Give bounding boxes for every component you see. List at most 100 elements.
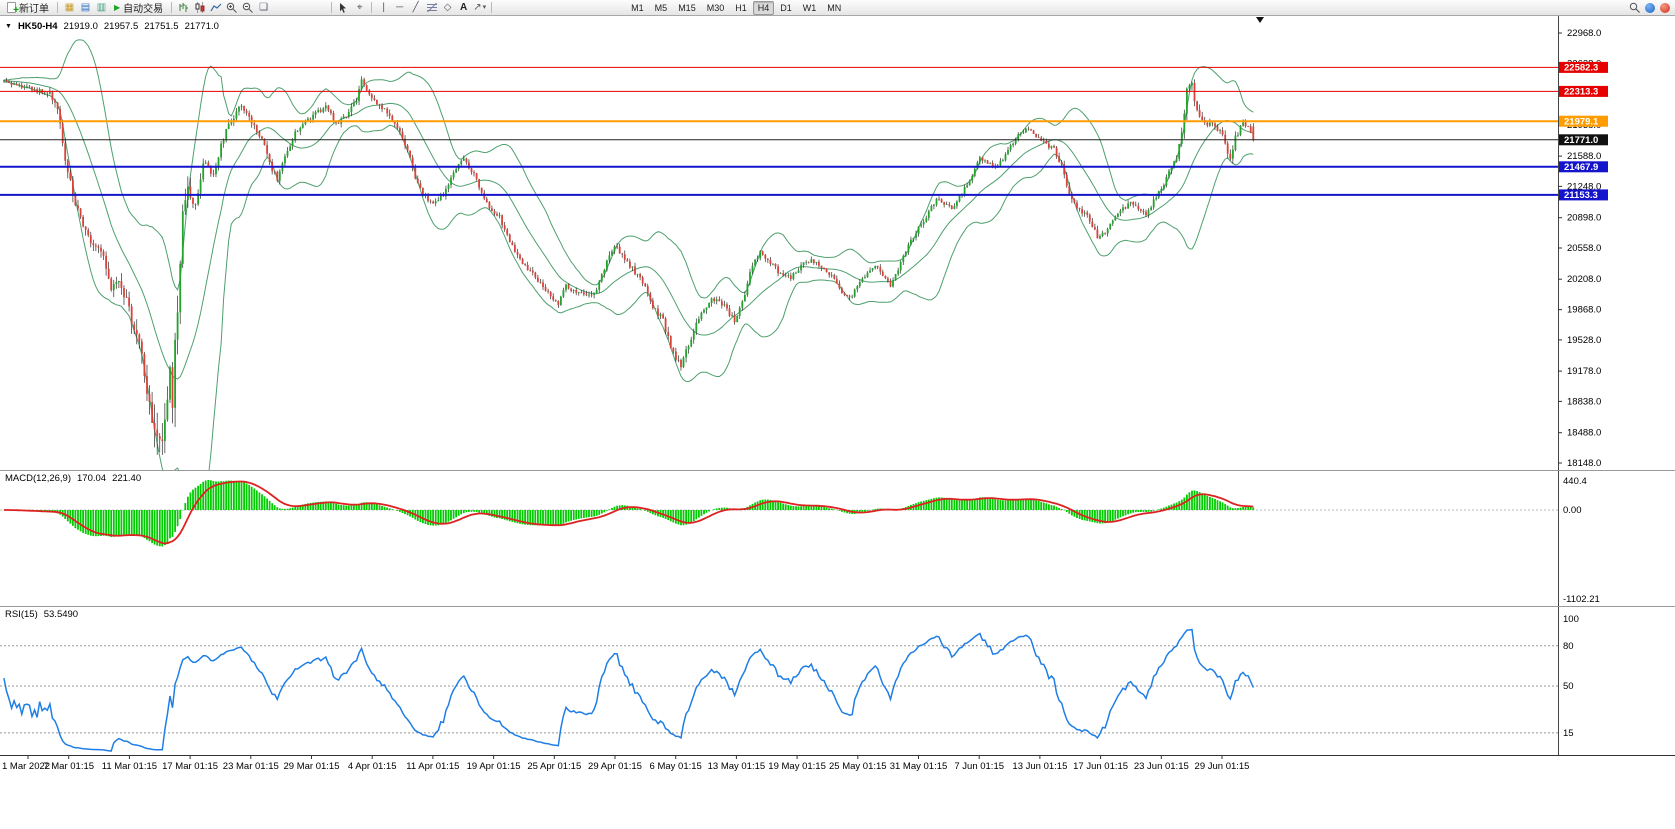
rsi-axis-label: 100 [1563, 614, 1579, 625]
rsi-line [3, 628, 1254, 752]
price-badge-label: 22582.3 [1564, 63, 1598, 74]
price-badge [1559, 134, 1608, 146]
chart-title: ▼ HK50-H4 21919.0 21957.5 21751.5 21771.… [5, 21, 219, 32]
bollinger-lower-band [3, 81, 1254, 470]
time-axis-label: 11 Mar 01:15 [102, 761, 157, 772]
main-toolbar: 新订单 ▦ ▤ ▥ ▶ 自动交易 ❏ ⌖ | ─ ╱ ◇ A ↗▾ M1 M5 M1… [0, 0, 1675, 16]
chart-shift-marker-icon[interactable] [1256, 17, 1264, 23]
timeframe-m15-button[interactable]: M15 [678, 2, 696, 13]
time-axis-label: 17 Mar 01:15 [162, 761, 218, 772]
macd-axis-max: 440.4 [1563, 476, 1587, 487]
time-axis-label: 4 Apr 01:15 [348, 761, 397, 772]
price-tick-label: 18488.0 [1567, 428, 1601, 439]
rsi-axis-label: 80 [1563, 641, 1574, 652]
time-axis-label: 23 Jun 01:15 [1134, 761, 1189, 772]
time-axis-label: 7 Jun 01:15 [954, 761, 1004, 772]
rsi-label: RSI(15) [5, 609, 38, 620]
toolbar-separator [171, 2, 173, 13]
timeframe-d1-button[interactable]: D1 [780, 2, 792, 13]
price-tick-label: 22968.0 [1567, 28, 1601, 39]
bollinger-middle-band [3, 80, 1254, 380]
timeframe-m30-button[interactable]: M30 [706, 2, 725, 13]
time-axis-label: 19 Apr 01:15 [467, 761, 521, 772]
cursor-icon[interactable] [336, 1, 351, 15]
vertical-line-tool-icon[interactable]: | [382, 1, 385, 13]
macd-axis-zero: 0.00 [1563, 505, 1582, 516]
ohlc-low: 21751.5 [144, 21, 179, 32]
macd-main-value: 170.04 [77, 473, 107, 484]
price-tick-label: 20208.0 [1567, 274, 1601, 285]
auto-trading-button[interactable]: ▶ 自动交易 [110, 1, 167, 15]
time-axis-label: 31 May 01:15 [890, 761, 948, 772]
text-tool-icon[interactable]: A [460, 1, 468, 13]
time-axis-label: 13 Jun 01:15 [1012, 761, 1067, 772]
time-axis-label: 7 Mar 01:15 [43, 761, 94, 772]
ohlc-close: 21771.0 [184, 21, 219, 32]
new-order-button[interactable]: 新订单 [3, 1, 53, 16]
candlestick-chart-type-icon[interactable] [192, 1, 207, 15]
bar-chart-type-icon[interactable] [176, 1, 191, 15]
price-tick-label: 21588.0 [1567, 151, 1601, 162]
macd-signal-value: 221.40 [112, 473, 142, 484]
price-tick-label: 18148.0 [1567, 458, 1601, 469]
crosshair-icon[interactable]: ⌖ [356, 1, 363, 13]
time-axis-label: 23 Mar 01:15 [223, 761, 279, 772]
price-badge-label: 21979.1 [1564, 116, 1599, 127]
tile-windows-icon[interactable]: ❏ [259, 1, 269, 13]
time-axis-label: 29 Mar 01:15 [284, 761, 340, 772]
chevron-down-icon: ▾ [482, 4, 487, 11]
time-axis-label: 25 Apr 01:15 [527, 761, 581, 772]
price-tick-label: 20558.0 [1567, 243, 1601, 254]
time-axis-label: 29 Jun 01:15 [1195, 761, 1250, 772]
timeframe-m5-button[interactable]: M5 [654, 2, 668, 13]
auto-trading-label: 自动交易 [123, 4, 164, 15]
chart-window-icon[interactable]: ▦ [64, 1, 75, 13]
price-tick-label: 18838.0 [1567, 396, 1601, 407]
price-badge-label: 21771.0 [1564, 135, 1598, 146]
price-badge [1559, 61, 1608, 73]
timeframe-w1-button[interactable]: W1 [802, 2, 817, 13]
timeframe-h1-button[interactable]: H1 [735, 2, 747, 13]
timeframe-mn-button[interactable]: MN [827, 2, 842, 13]
price-badge-label: 21467.9 [1564, 162, 1598, 173]
chart-symbol-label: HK50-H4 [17, 21, 58, 32]
time-axis-label: 11 Apr 01:15 [406, 761, 459, 772]
timeframe-m1-button[interactable]: M1 [631, 2, 644, 13]
price-tick-label: 20898.0 [1567, 213, 1601, 224]
notifications-icon[interactable] [1660, 2, 1670, 13]
timeframe-h4-button[interactable]: H4 [752, 0, 775, 15]
macd-axis-min: -1102.21 [1563, 594, 1600, 605]
collapse-triangle-icon[interactable]: ▼ [5, 23, 12, 30]
new-order-label: 新订单 [19, 4, 49, 15]
horizontal-line-tool-icon[interactable]: ─ [396, 1, 404, 13]
market-watch-icon[interactable]: ▥ [96, 1, 107, 13]
time-axis-label: 17 Jun 01:15 [1073, 761, 1128, 772]
trendline-tool-icon[interactable]: ╱ [412, 1, 419, 13]
macd-label: MACD(12,26,9) [5, 473, 71, 484]
rsi-axis-label: 50 [1563, 681, 1574, 692]
line-chart-type-icon[interactable] [208, 1, 223, 15]
ohlc-open: 21919.0 [63, 21, 98, 32]
zoom-in-icon[interactable] [224, 1, 239, 15]
time-axis-label: 19 May 01:15 [768, 761, 826, 772]
price-badge-label: 21153.3 [1564, 190, 1598, 201]
macd-signal-line [3, 480, 1254, 545]
rsi-indicator-title: RSI(15) 53.5490 [5, 609, 78, 620]
new-order-icon [7, 2, 19, 16]
profiles-icon[interactable]: ▤ [80, 1, 91, 13]
zoom-out-icon[interactable] [240, 1, 255, 15]
fibonacci-tool-icon[interactable] [424, 1, 439, 15]
search-icon[interactable] [1627, 1, 1642, 15]
price-tick-label: 21248.0 [1567, 181, 1601, 192]
price-tick-label: 19178.0 [1567, 366, 1601, 377]
auto-trading-play-icon: ▶ [114, 3, 121, 12]
arrows-tool-icon[interactable]: ↗ ▾ [473, 1, 487, 13]
time-axis-label: 13 May 01:15 [708, 761, 766, 772]
price-plot-layer [3, 39, 1255, 470]
toolbar-separator [491, 2, 493, 13]
community-icon[interactable] [1645, 2, 1655, 13]
toolbar-separator [57, 2, 58, 13]
shapes-tool-icon[interactable]: ◇ [443, 1, 452, 13]
main-chart-panel[interactable] [0, 16, 1558, 470]
